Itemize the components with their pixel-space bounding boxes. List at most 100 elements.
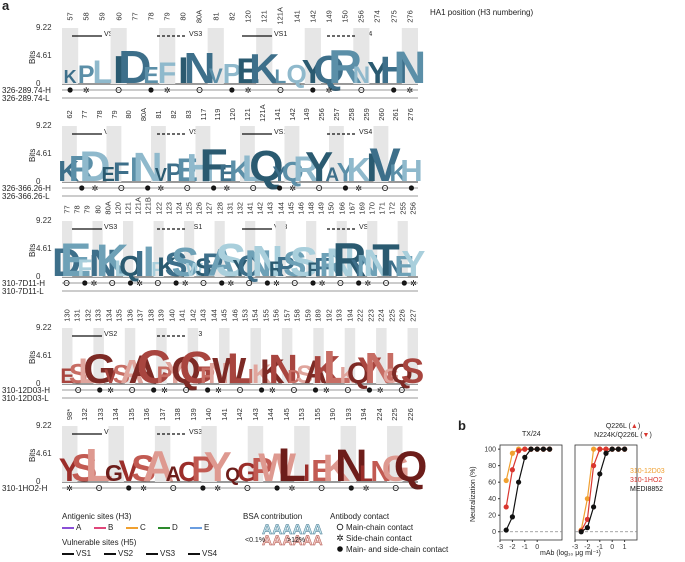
- position-band: [62, 28, 79, 84]
- position-band: [397, 221, 408, 277]
- series-point: [509, 450, 515, 456]
- position-band: [250, 328, 261, 384]
- position-band: [187, 328, 199, 384]
- logo-letter: Y: [401, 243, 425, 284]
- position-band: [336, 221, 347, 277]
- position-band: [201, 426, 217, 482]
- contact-side-marker: ✲: [164, 86, 171, 95]
- contact-side-marker: ✲: [228, 279, 235, 288]
- position-band: [387, 426, 403, 482]
- series-point: [591, 446, 597, 452]
- series-point: [597, 446, 603, 452]
- logo-letter: K: [58, 156, 79, 188]
- contact-side-marker: ✲: [136, 279, 143, 288]
- series-point: [534, 446, 540, 452]
- series-point: [584, 525, 591, 531]
- contact-side-marker: ✲: [214, 484, 221, 493]
- logo-letter: S: [69, 358, 88, 389]
- y-tick-label: 60: [488, 480, 496, 487]
- contact-side-marker: ✲: [83, 86, 90, 95]
- logo-letter: L: [78, 352, 99, 391]
- logo-letter: E: [311, 453, 332, 488]
- y-tick-label: 0: [36, 177, 41, 186]
- series-point: [509, 514, 515, 520]
- logo-letter: F: [77, 255, 92, 282]
- contact-side-marker: ✲: [92, 184, 99, 193]
- antigenic-sites-title: Antigenic sites (H3): [62, 512, 132, 521]
- vulnerable-site-label: VS3: [160, 549, 176, 558]
- vs-label: VS1: [189, 224, 203, 231]
- logo-letter: Q: [237, 250, 260, 283]
- logo-letter: G: [237, 457, 257, 487]
- position-band: [110, 28, 127, 84]
- logo-letter: N: [370, 456, 391, 488]
- logo-letter: T: [372, 235, 400, 286]
- series-point: [528, 446, 534, 452]
- logo-letter: Y: [337, 157, 354, 187]
- x-tick-label: -2: [584, 544, 590, 551]
- logo-letter: K: [340, 362, 357, 388]
- logo-letter: G: [83, 345, 116, 392]
- logo-letter: E: [101, 164, 114, 186]
- x-tick-label: 0: [610, 544, 614, 551]
- logo-letter: A: [120, 353, 144, 390]
- position-band: [275, 221, 286, 277]
- logo-letter: I: [303, 460, 310, 487]
- contact-side-marker: ✲: [319, 279, 326, 288]
- logo-letter: E: [177, 152, 198, 188]
- logo-letter: K: [252, 359, 272, 389]
- series-point: [584, 516, 591, 522]
- series-point: [516, 448, 522, 454]
- contact-side-marker: ✲: [223, 184, 230, 193]
- b-panel2-title-text: Q226L (▲) N224K/Q226L (▼): [594, 423, 652, 439]
- antibody-contact-title: Antibody contact: [330, 512, 390, 521]
- logo-letter: I: [143, 238, 155, 286]
- logo-letter: Y: [59, 452, 80, 488]
- position-band: [207, 28, 224, 84]
- position-band: [62, 221, 73, 277]
- logo-letter: L: [278, 438, 307, 491]
- contact-side-marker: ✲: [91, 279, 98, 288]
- logo-letter: A: [166, 463, 181, 486]
- antigenic-site-item: D: [158, 523, 178, 532]
- position-band: [247, 426, 264, 482]
- logo-letter: A: [128, 348, 157, 392]
- logo-letter: L: [275, 67, 287, 88]
- y-tick-label: 4.61: [36, 351, 52, 360]
- series-point: [597, 471, 603, 477]
- logo-letter: P: [200, 363, 215, 388]
- logo-letter: H: [186, 147, 214, 190]
- bsa-swatch-blue: AAAAAA: [262, 521, 323, 537]
- logo-letter: N: [394, 42, 427, 93]
- vs-label: VS1: [274, 129, 288, 136]
- logo-letter: Q: [313, 48, 344, 92]
- logo-letter: P: [251, 451, 273, 488]
- logo-letter: E: [236, 52, 259, 91]
- logo-letter: G: [105, 460, 123, 486]
- header-note: HA1 position (H3 numbering): [430, 8, 534, 17]
- logo-letter: V: [104, 367, 117, 388]
- row-light-label: 310-7D11-L: [2, 287, 44, 296]
- logo-letter: C: [137, 340, 171, 393]
- position-band: [184, 221, 195, 277]
- vs-label: VS2: [359, 224, 373, 231]
- logo-letter: N: [268, 346, 298, 392]
- logo-letter: S: [172, 239, 199, 285]
- position-band: [153, 221, 164, 277]
- contact-side-marker: ✲: [363, 484, 370, 493]
- contact-side-marker: ✲: [377, 386, 384, 395]
- logo-letter: E: [219, 160, 234, 186]
- logo-letter: P: [166, 159, 183, 187]
- y-tick-label: 100: [484, 447, 496, 454]
- position-band: [108, 426, 124, 482]
- position-band: [306, 221, 317, 277]
- logo-letter: N: [208, 358, 229, 390]
- logo-letter: P: [223, 58, 242, 89]
- logo-letter: H: [380, 50, 407, 92]
- position-band: [123, 221, 134, 277]
- position-band: [340, 426, 357, 482]
- logo-letter: Y: [273, 163, 287, 186]
- contact-side-marker: ✲: [107, 386, 114, 395]
- position-band: [151, 126, 166, 182]
